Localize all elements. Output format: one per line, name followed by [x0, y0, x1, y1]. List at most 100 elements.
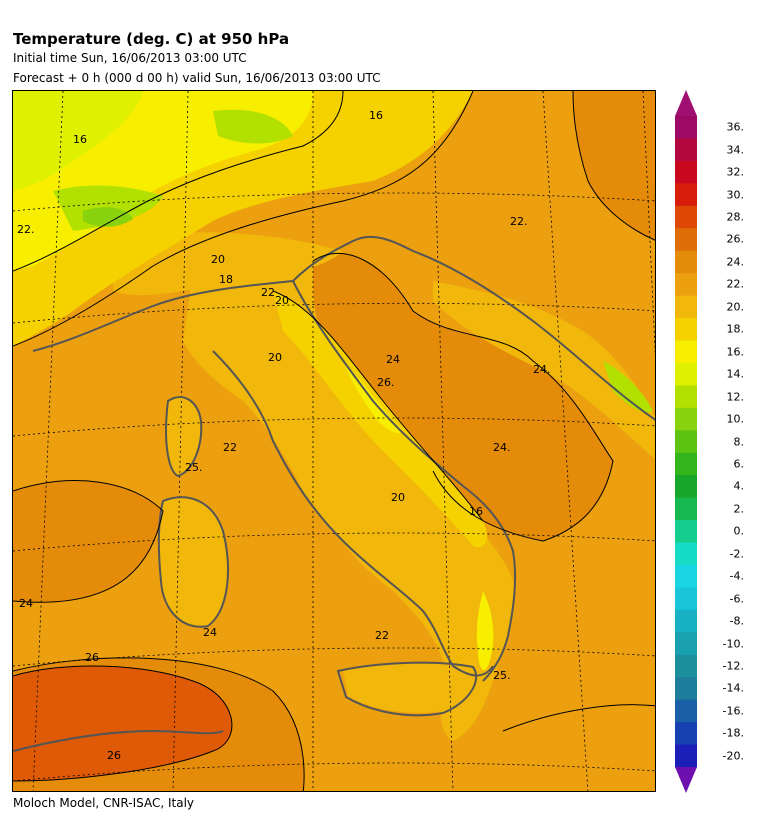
colorbar-swatch	[675, 228, 697, 252]
model-credit: Moloch Model, CNR-ISAC, Italy	[13, 796, 195, 810]
colorbar-swatch	[675, 250, 697, 274]
temp-band-24-26-ne	[573, 91, 655, 241]
contour-label: 20	[211, 253, 225, 266]
colorbar-swatch	[675, 744, 697, 768]
meridian-1	[32, 91, 64, 791]
colorbar-labels: 36. 34. 32. 30. 28. 26. 24. 22. 20. 18. 16. 14. 12. 1…	[700, 0, 760, 828]
colorbar-tick-label: -12.	[722, 659, 744, 673]
colorbar-swatch	[675, 318, 697, 341]
tyrrhenian-coast	[212, 350, 494, 677]
colorbar-tick-label: 24.	[726, 255, 745, 269]
colorbar-tick-label: 0.	[733, 524, 745, 538]
colorbar-tick-label: 28.	[726, 210, 745, 224]
isotherm-20-apennines	[272, 290, 484, 522]
contour-label: 16	[469, 505, 483, 518]
colorbar-swatch	[675, 183, 697, 207]
contour-label: 24	[203, 626, 217, 639]
colorbar-swatch	[675, 542, 697, 566]
colorbar-swatch	[675, 587, 697, 611]
northern-coast	[32, 235, 655, 421]
colorbar-tick-label: 18.	[726, 322, 745, 336]
alps-10-12	[83, 207, 133, 227]
isotherm-24-west	[13, 480, 164, 603]
italy-land-20-22	[183, 258, 514, 741]
balkan-cold-spot	[603, 361, 653, 413]
colorbar-tick-label: 14.	[726, 367, 745, 381]
colorbar-swatch	[675, 497, 697, 521]
contour-label: 24	[19, 597, 33, 610]
colorbar-swatch	[675, 654, 697, 678]
isotherms	[13, 91, 655, 791]
colorbar-tick-label: -18.	[722, 726, 744, 740]
colorbar-tick-label: -4.	[729, 569, 744, 583]
colorbar-tick-label: -10.	[722, 637, 744, 651]
meridian-5	[542, 91, 589, 791]
contour-label: 16	[369, 109, 383, 122]
colorbar-swatch	[675, 205, 697, 229]
apennines-16-18	[343, 361, 403, 433]
colorbar-swatch	[675, 430, 697, 454]
parallel-3	[13, 417, 655, 437]
colorbar-swatch	[675, 273, 697, 297]
colorbar-swatch	[675, 407, 697, 431]
colorbar-tick-label: 8.	[733, 435, 745, 448]
chart-title: Temperature (deg. C) at 950 hPa	[13, 30, 290, 48]
sardinia	[158, 497, 228, 627]
colorbar-swatch	[675, 160, 697, 184]
sicily-coast	[336, 661, 478, 717]
colorbar-tick-label: 16.	[726, 345, 745, 359]
sicily	[343, 663, 476, 713]
colorbar-swatch	[675, 475, 697, 499]
colorbar-swatch	[675, 362, 697, 386]
colorbar-swatch	[675, 699, 697, 723]
colorbar-tick-label: 30.	[726, 188, 745, 202]
colorbar-svg	[675, 90, 697, 793]
contour-label: 18	[219, 273, 233, 286]
parallel-4	[13, 532, 655, 552]
contour-label: 22	[223, 441, 237, 454]
initial-time: Initial time Sun, 16/06/2013 03:00 UTC	[13, 51, 247, 65]
colorbar-tick-label: -16.	[722, 704, 744, 718]
colorbar-swatch	[675, 564, 697, 588]
parallel-6	[13, 762, 655, 782]
colorbar-swatch	[675, 722, 697, 746]
colorbar-swatch	[675, 632, 697, 656]
parallel-2	[13, 302, 655, 324]
temp-band-26-28-sw	[13, 665, 232, 781]
alps-14-16	[13, 91, 143, 191]
coastlines	[13, 235, 655, 752]
colorbar-tick-label: 2.	[733, 502, 745, 516]
contour-label: 22	[375, 629, 389, 642]
adriatic-coast	[292, 280, 517, 682]
colorbar-tick-label: 26.	[726, 232, 745, 246]
isotherm-16	[13, 91, 344, 272]
calabria-ridge	[476, 591, 494, 671]
isotherm-20	[13, 91, 474, 347]
colorbar-tick-label: 32.	[726, 165, 745, 179]
contour-label: 20	[391, 491, 405, 504]
colorbar-tick-label: -6.	[729, 592, 744, 606]
contour-label: 22.	[17, 223, 35, 236]
contour-label: 22	[261, 286, 275, 299]
isotherm-22-se	[502, 704, 655, 732]
temp-band-22-24-se	[487, 704, 655, 791]
contour-label: 25.	[185, 461, 203, 474]
colorbar-swatch	[675, 295, 697, 319]
contour-label: 20	[268, 351, 282, 364]
colorbar-tick-label: -14.	[722, 681, 744, 695]
colorbar-tick-label: 34.	[726, 143, 745, 157]
parallel-1	[13, 192, 655, 212]
colorbar-tick-label: -20.	[722, 749, 744, 763]
map-canvas: 16 16 20 18 22 20 20 22. 24 26. 24. 22 2…	[13, 91, 655, 791]
colorbar-bottom-arrow	[675, 767, 697, 793]
colorbar-tick-label: 20.	[726, 300, 745, 314]
colorbar-swatch	[675, 385, 697, 409]
contour-label: 26	[107, 749, 121, 762]
colorbar-tick-label: -2.	[729, 547, 744, 561]
colorbar-tick-label: 6.	[733, 457, 745, 471]
colorbar	[675, 90, 697, 793]
contour-label: 24	[386, 353, 400, 366]
alps-12-14-b	[213, 109, 293, 144]
temp-band-24-26-adriatic	[313, 253, 613, 541]
contour-label: 25.	[493, 669, 511, 682]
